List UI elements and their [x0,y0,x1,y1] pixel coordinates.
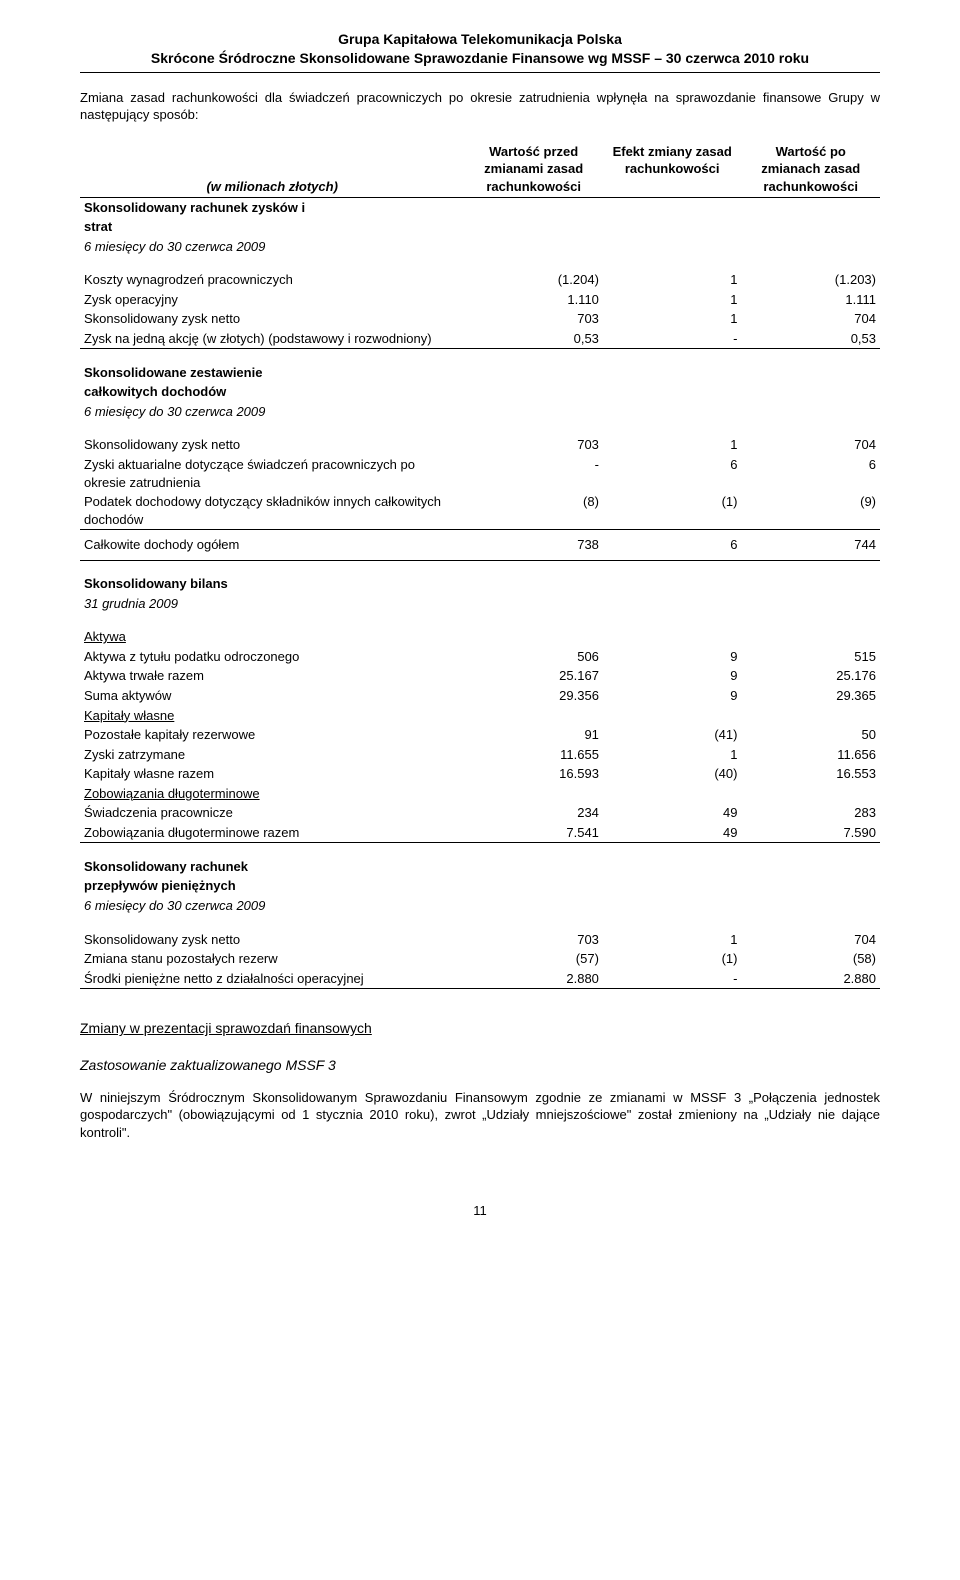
table-row: Zobowiązania długoterminowe razem7.54149… [80,823,880,843]
subsection-heading-row: Kapitały własne [80,706,880,726]
intro-paragraph: Zmiana zasad rachunkowości dla świadczeń… [80,89,880,124]
subsection-heading-row: Zobowiązania długoterminowe [80,784,880,804]
subsection-heading: Zastosowanie zaktualizowanego MSSF 3 [80,1056,880,1075]
table-row: Zysk na jedną akcję (w złotych) (podstaw… [80,329,880,349]
table-row: Zyski zatrzymane11.655111.656 [80,745,880,765]
section-title-row: Skonsolidowany rachunek [80,857,880,877]
table-row: Skonsolidowany zysk netto7031704 [80,435,880,455]
section-period-row: 31 grudnia 2009 [80,594,880,614]
header-line-1: Grupa Kapitałowa Telekomunikacja Polska [80,30,880,49]
section-period-row: 6 miesięcy do 30 czerwca 2009 [80,896,880,916]
page-number: 11 [80,1202,880,1220]
section-title-row: całkowitych dochodów [80,382,880,402]
table-row: Suma aktywów29.356929.365 [80,686,880,706]
col-header-3: Wartość po zmianach zasad rachunkowości [741,142,880,197]
table-row: Środki pieniężne netto z działalności op… [80,969,880,989]
section-title-row: Skonsolidowane zestawienie [80,363,880,383]
table-row: Aktywa z tytułu podatku odroczonego50695… [80,647,880,667]
section-title-row: Skonsolidowany rachunek zysków i [80,197,880,217]
body-paragraph: W niniejszym Śródrocznym Skonsolidowanym… [80,1089,880,1142]
table-row: Zysk operacyjny1.11011.111 [80,290,880,310]
section-title-row: strat [80,217,880,237]
table-row: Aktywa trwałe razem25.167925.176 [80,666,880,686]
table-header-row: (w milionach złotych) Wartość przed zmia… [80,142,880,197]
section-period-row: 6 miesięcy do 30 czerwca 2009 [80,402,880,422]
page-header: Grupa Kapitałowa Telekomunikacja Polska … [80,30,880,68]
section-heading: Zmiany w prezentacji sprawozdań finansow… [80,1019,880,1038]
header-line-2: Skrócone Śródroczne Skonsolidowane Spraw… [80,49,880,68]
table-row: Zmiana stanu pozostałych rezerw(57)(1)(5… [80,949,880,969]
section-period-row: 6 miesięcy do 30 czerwca 2009 [80,237,880,257]
table-row: Zyski aktuarialne dotyczące świadczeń pr… [80,455,880,492]
table-row: Podatek dochodowy dotyczący składników i… [80,492,880,530]
col-header-1: Wartość przed zmianami zasad rachunkowoś… [464,142,603,197]
table-row: Skonsolidowany zysk netto7031704 [80,930,880,950]
table-row: Skonsolidowany zysk netto7031704 [80,309,880,329]
table-row: Pozostałe kapitały rezerwowe91(41)50 [80,725,880,745]
subsection-heading-row: Aktywa [80,627,880,647]
section-title-row: Skonsolidowany bilans [80,574,880,594]
table-row: Kapitały własne razem16.593(40)16.553 [80,764,880,784]
financial-table: (w milionach złotych) Wartość przed zmia… [80,142,880,989]
unit-note: (w milionach złotych) [206,179,337,194]
table-total-row: Całkowite dochody ogółem7386744 [80,530,880,561]
table-row: Świadczenia pracownicze23449283 [80,803,880,823]
section-title-row: przepływów pieniężnych [80,876,880,896]
table-row: Koszty wynagrodzeń pracowniczych(1.204)1… [80,270,880,290]
col-header-2: Efekt zmiany zasad rachunkowości [603,142,742,197]
header-rule [80,72,880,73]
